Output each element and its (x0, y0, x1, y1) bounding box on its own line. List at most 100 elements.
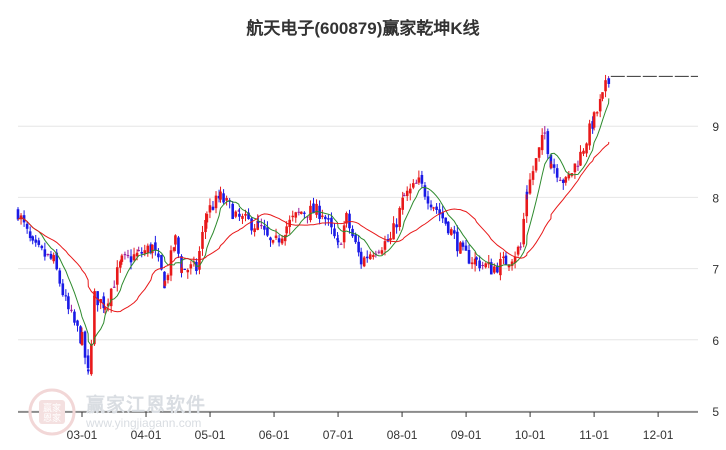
candle (297, 207, 301, 216)
candle-body (321, 215, 324, 217)
candle (324, 214, 327, 226)
candle (73, 309, 76, 326)
candle-body (383, 241, 387, 250)
moving-averages (17, 75, 698, 347)
candle (321, 209, 324, 220)
candle-body (549, 154, 553, 168)
candle-body (470, 262, 474, 265)
candle (484, 262, 488, 269)
candle-body (315, 203, 318, 215)
candle (345, 211, 348, 228)
candle-body (573, 163, 577, 173)
candle-body (449, 229, 453, 235)
x-axis: 03-01 04-01 05-01 06-01 07-01 08-01 09-01 10-01… (18, 411, 698, 442)
candle (52, 252, 55, 264)
candle-body (285, 226, 288, 234)
candle (540, 128, 544, 155)
candle (28, 226, 32, 242)
candle-body (198, 251, 201, 270)
candle-body (324, 216, 327, 220)
candle-body (151, 244, 154, 254)
candle-body (174, 235, 177, 245)
candle (380, 247, 384, 256)
candle-body (73, 311, 76, 323)
candle-body (405, 190, 409, 197)
candle-body (137, 250, 140, 252)
candle (446, 220, 450, 235)
candle (516, 245, 520, 257)
candle (395, 218, 398, 234)
candle (219, 186, 222, 203)
candle-body (604, 80, 607, 92)
y-tick-label: 8 (712, 191, 719, 205)
svg-text:赢家: 赢家 (43, 402, 61, 414)
candle-body (576, 165, 580, 167)
candle-body (417, 177, 421, 183)
candle (112, 280, 116, 288)
candle-body (119, 261, 122, 268)
candle-body (303, 212, 306, 214)
candle-body (260, 225, 263, 227)
candle (211, 201, 215, 211)
candle (214, 191, 218, 214)
candle-body (336, 240, 340, 243)
candle-body (61, 283, 65, 296)
candle (555, 164, 559, 183)
candle-body (534, 158, 538, 171)
y-tick-label: 9 (712, 120, 719, 134)
candle (558, 176, 562, 182)
candle (487, 254, 491, 269)
candle-body (522, 218, 525, 245)
candle (70, 304, 73, 313)
candle-body (348, 213, 351, 229)
candle (365, 250, 369, 263)
candle (166, 273, 170, 284)
candle-body (297, 211, 301, 213)
candle-body (357, 241, 360, 253)
candle-body (588, 123, 591, 146)
candle (576, 160, 580, 171)
candle (119, 259, 122, 273)
candle (99, 298, 102, 310)
candle-body (106, 303, 110, 307)
candle (87, 369, 90, 374)
y-tick-label: 6 (712, 334, 719, 348)
candle-body (489, 262, 493, 275)
candle (537, 147, 541, 162)
candle (368, 251, 372, 260)
candle (280, 235, 284, 246)
candle (137, 246, 140, 252)
candle (25, 221, 29, 234)
candle-body (507, 264, 511, 268)
candle-body (401, 197, 405, 210)
candle-body (49, 253, 53, 259)
candle (519, 242, 522, 251)
candle (362, 255, 366, 268)
candle (359, 247, 363, 269)
candle-body (525, 191, 529, 195)
candle-body (86, 355, 90, 369)
candle (549, 161, 553, 169)
candle (49, 250, 53, 261)
candle (300, 211, 303, 215)
candle (67, 292, 70, 315)
candle-body (306, 216, 309, 218)
candle-body (143, 250, 147, 254)
candle (312, 197, 315, 214)
candle (504, 252, 508, 266)
candle (132, 247, 136, 262)
candle (377, 249, 381, 255)
candle (58, 267, 62, 287)
candle-body (558, 179, 562, 181)
candle-body (244, 213, 247, 216)
candle-body (283, 235, 287, 242)
candle-body (291, 215, 295, 218)
x-tick-label: 10-01 (515, 428, 546, 442)
candle-body (555, 168, 559, 178)
candle-body (43, 249, 47, 257)
candle-body (58, 270, 62, 284)
candle-body (28, 231, 32, 239)
candle-body (502, 256, 505, 258)
candle (417, 170, 421, 185)
